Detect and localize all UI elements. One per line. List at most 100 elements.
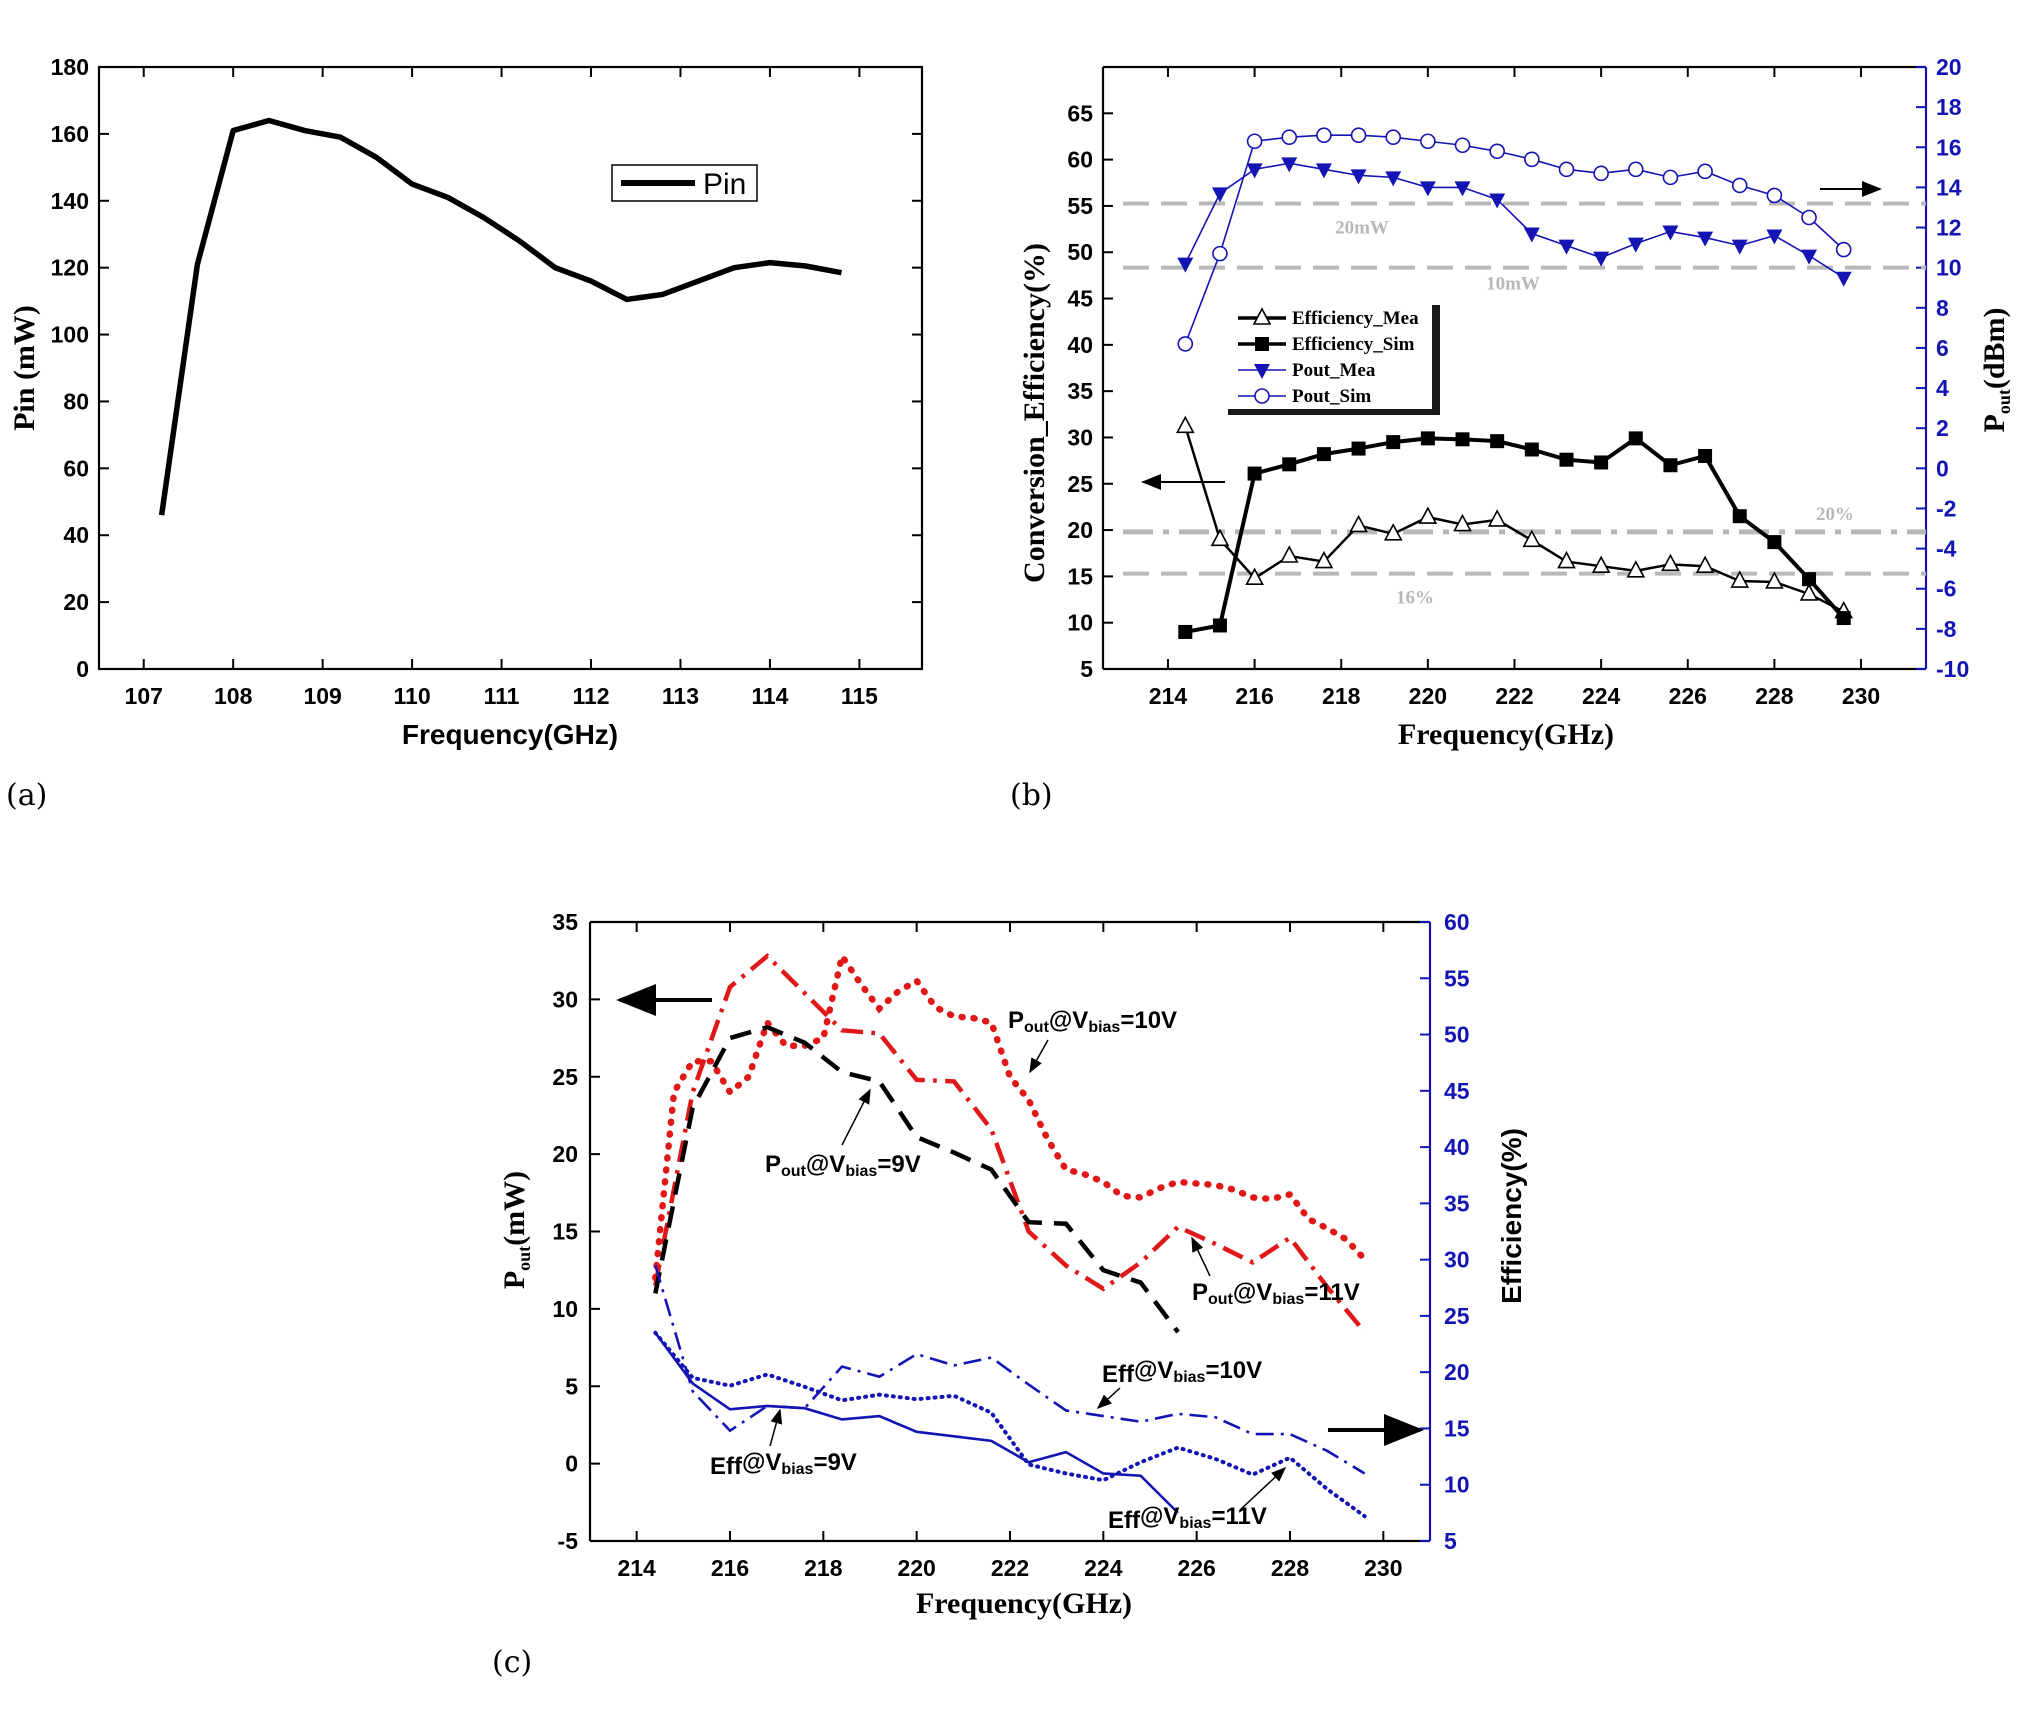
data-point (1593, 165, 1609, 182)
series-lines (1175, 127, 1854, 639)
data-point (1315, 163, 1332, 179)
data-point (1385, 129, 1402, 146)
data-point (1662, 169, 1679, 186)
data-point (1350, 169, 1367, 185)
y-tick-label: 80 (63, 388, 89, 414)
annotation-arrow-eff-9v (769, 1408, 783, 1447)
legend-label: Pout_Mea (1292, 360, 1376, 381)
data-point (1490, 434, 1505, 449)
data-point (1594, 455, 1609, 470)
data-point (1351, 441, 1366, 456)
x-tick-labels: 214 216 218 220 222 224 226 228 230 (617, 1555, 1402, 1581)
x-axis-title: Frequency(GHz) (402, 719, 618, 750)
y2-tick-label: 10 (1936, 255, 1962, 281)
x-tick-label: 109 (303, 683, 341, 709)
y2-axis-title: Pout(dBm) (1978, 307, 2014, 432)
series-pout-vbias-10v (652, 947, 1368, 1282)
data-point (1246, 133, 1263, 150)
x-tick-label: 218 (1322, 683, 1361, 709)
reference-label: 16% (1396, 588, 1434, 609)
data-point (1627, 237, 1644, 253)
data-point (1489, 143, 1505, 160)
y-tick-label: 45 (1067, 286, 1093, 312)
data-point (1254, 388, 1270, 404)
panel-label: (b) (1010, 778, 1053, 813)
y2-tick-label: 20 (1936, 54, 1962, 80)
data-point (1801, 209, 1817, 226)
data-point (1245, 567, 1264, 586)
x-tick-label: 226 (1177, 1555, 1215, 1581)
y-axis-title: Pout(mW) (498, 1171, 534, 1289)
y2-tick-label: 18 (1936, 94, 1962, 120)
data-point (1281, 129, 1298, 146)
y-tick-labels: 5 10 15 20 25 30 35 40 45 50 55 60 65 (1067, 100, 1093, 682)
y2-tick-label: 0 (1936, 455, 1949, 481)
panel-label: (a) (6, 778, 47, 813)
y-tick-label: 20 (1067, 517, 1093, 543)
y-tick-label: 50 (1067, 239, 1093, 265)
y-tick-label: 5 (565, 1373, 578, 1399)
data-point (1836, 611, 1851, 626)
data-point (1252, 307, 1272, 325)
x-tick-label: 216 (711, 1555, 749, 1581)
y-tick-label: 0 (76, 656, 89, 682)
y2-tick-label: 4 (1936, 375, 1949, 401)
data-point (1835, 241, 1852, 258)
y2-tick-label: 15 (1444, 1415, 1470, 1441)
y2-tick-label: -8 (1936, 616, 1957, 642)
panel-c-bias-chart: 214 216 218 220 222 224 226 228 230 -5 0 5 10 15 20 25… (492, 909, 1527, 1680)
series-pout-vbias-9v (653, 1024, 1180, 1334)
y2-tick-label: -10 (1936, 656, 1969, 682)
y-tick-label: 30 (552, 986, 578, 1012)
y-tick-label: 20 (552, 1141, 578, 1167)
data-point (1558, 239, 1575, 255)
data-point (1695, 555, 1715, 573)
y2-tick-labels: -10 -8 -6 -4 -2 0 2 4 6 8 10 12 14 16 18 20 (1936, 54, 1969, 682)
data-point (1524, 442, 1539, 457)
data-point (1177, 257, 1194, 273)
annotation-eff-10v: Eff@Vbias=10V (1102, 1357, 1262, 1388)
data-point (1593, 251, 1610, 267)
data-point (1314, 550, 1334, 569)
data-point (1350, 127, 1367, 144)
data-point (1383, 523, 1403, 541)
data-point (1316, 127, 1332, 144)
y2-axis-title: Efficiency(%) (1496, 1128, 1527, 1304)
x-tick-label: 115 (841, 683, 878, 709)
x-tick-label: 214 (1149, 683, 1188, 709)
data-point (1698, 448, 1713, 463)
legend: Pin (611, 164, 758, 202)
annotation-pout-11v: Pout@Vbias=11V (1192, 1279, 1360, 1308)
y-tick-label: 40 (1067, 332, 1093, 358)
legend-label: Pin (703, 168, 746, 201)
data-point (1316, 447, 1331, 462)
y2-tick-label: 45 (1444, 1078, 1470, 1104)
data-point (1178, 624, 1193, 639)
annotation-pout-9v: Pout@Vbias=9V (765, 1151, 921, 1180)
data-point (1766, 187, 1783, 204)
data-point (1559, 452, 1574, 467)
y-tick-label: 35 (1067, 378, 1093, 404)
y-title-unit: (mW) (498, 1171, 531, 1246)
y-tick-label: 40 (63, 522, 89, 548)
x-tick-label: 224 (1084, 1555, 1123, 1581)
y-tick-label: 15 (552, 1219, 578, 1245)
y-axis-title: Pin (mW) (8, 305, 41, 431)
data-point (1524, 151, 1540, 168)
data-point (1385, 171, 1402, 187)
data-point (1489, 193, 1506, 209)
series-efficiency-sim (1178, 431, 1851, 639)
y-tick-label: 180 (51, 54, 89, 80)
x-tick-label: 220 (897, 1555, 935, 1581)
data-point (1591, 555, 1611, 573)
data-point (1418, 506, 1438, 524)
y-tick-label: 140 (51, 188, 89, 214)
data-point (1835, 271, 1852, 287)
data-point (1212, 618, 1227, 633)
x-axis-title: Frequency(GHz) (1398, 718, 1614, 751)
y-tick-label: 100 (51, 322, 89, 348)
data-point (1254, 364, 1270, 379)
y-tick-label: 25 (552, 1064, 578, 1090)
data-point (1175, 415, 1195, 434)
